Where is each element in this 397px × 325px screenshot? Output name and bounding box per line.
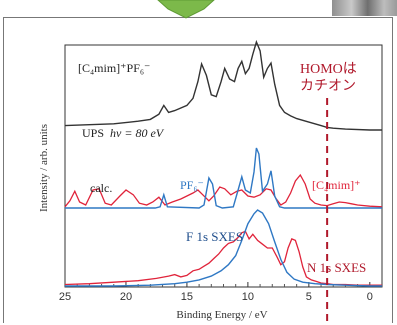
pf6-calc-line — [65, 147, 382, 209]
x-tick-label: 10 — [242, 291, 254, 303]
calc-label: calc. — [90, 181, 112, 195]
x-tick-label: 0 — [367, 291, 373, 303]
x-axis-tick-labels: 25 20 15 10 5 0 — [59, 291, 373, 303]
x-axis-label: Binding Energy / eV — [176, 309, 267, 321]
n1s-sxes-label: N 1s SXES — [307, 260, 366, 275]
down-arrow-icon — [157, 0, 215, 19]
x-tick-label: 5 — [306, 291, 312, 303]
c4mim-calc-line — [64, 173, 383, 208]
c4mim-label: [C₄mim]⁺ — [312, 178, 361, 192]
sample-label: [C₄mim]⁺PF₆⁻ — [78, 61, 150, 75]
ups-spectrum-line — [64, 39, 382, 131]
x-tick-label: 20 — [120, 291, 132, 303]
y-axis-label: Intensity / arb. units — [38, 124, 50, 212]
f1s-sxes-label: F 1s SXES — [186, 229, 243, 244]
x-tick-label: 15 — [181, 291, 193, 303]
pf6-label: PF₆⁻ — [180, 178, 204, 192]
photo-thumbnail — [332, 0, 397, 16]
n1s-sxes-line — [64, 230, 382, 286]
x-tick-label: 25 — [59, 291, 71, 303]
homo-label: HOMOは — [300, 62, 357, 77]
cation-label: カチオン — [300, 79, 356, 94]
f1s-sxes-line — [65, 209, 382, 287]
ups-label: UPS hν = 80 eV — [82, 126, 165, 140]
